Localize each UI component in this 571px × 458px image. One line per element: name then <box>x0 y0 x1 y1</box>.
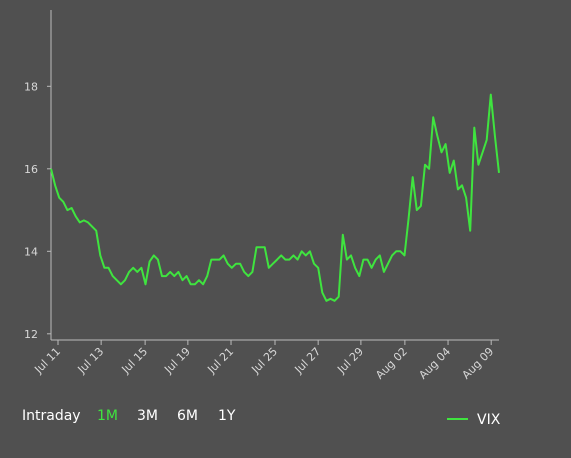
x-tick-label: Jul 13 <box>75 345 107 377</box>
x-tick-label: Jul 19 <box>161 345 193 377</box>
range-button[interactable]: 1M <box>97 408 118 424</box>
range-button[interactable]: 6M <box>177 408 198 424</box>
x-tick-label: Jul 15 <box>119 345 151 377</box>
x-tick-label: Aug 09 <box>460 345 497 382</box>
x-tick-label: Jul 27 <box>292 345 324 377</box>
y-tick-label: 16 <box>24 163 38 176</box>
x-tick-label: Jul 25 <box>248 345 280 377</box>
y-tick-label: 12 <box>24 328 38 341</box>
y-tick-label: 14 <box>24 245 38 258</box>
x-tick-label: Jul 11 <box>31 345 63 377</box>
x-tick-label: Jul 21 <box>204 345 236 377</box>
range-button[interactable]: 1Y <box>218 408 236 424</box>
range-selector: Intraday 1M 3M 6M 1Y <box>22 408 236 424</box>
legend-label[interactable]: VIX <box>477 412 501 428</box>
range-button[interactable]: Intraday <box>22 408 81 424</box>
line <box>50 93 500 302</box>
x-tick-label: Aug 04 <box>416 345 453 382</box>
y-tick-label: 18 <box>24 80 38 93</box>
range-button[interactable]: 3M <box>137 408 158 424</box>
x-tick-label: Aug 02 <box>373 345 410 382</box>
x-tick-label: Jul 29 <box>334 345 366 377</box>
